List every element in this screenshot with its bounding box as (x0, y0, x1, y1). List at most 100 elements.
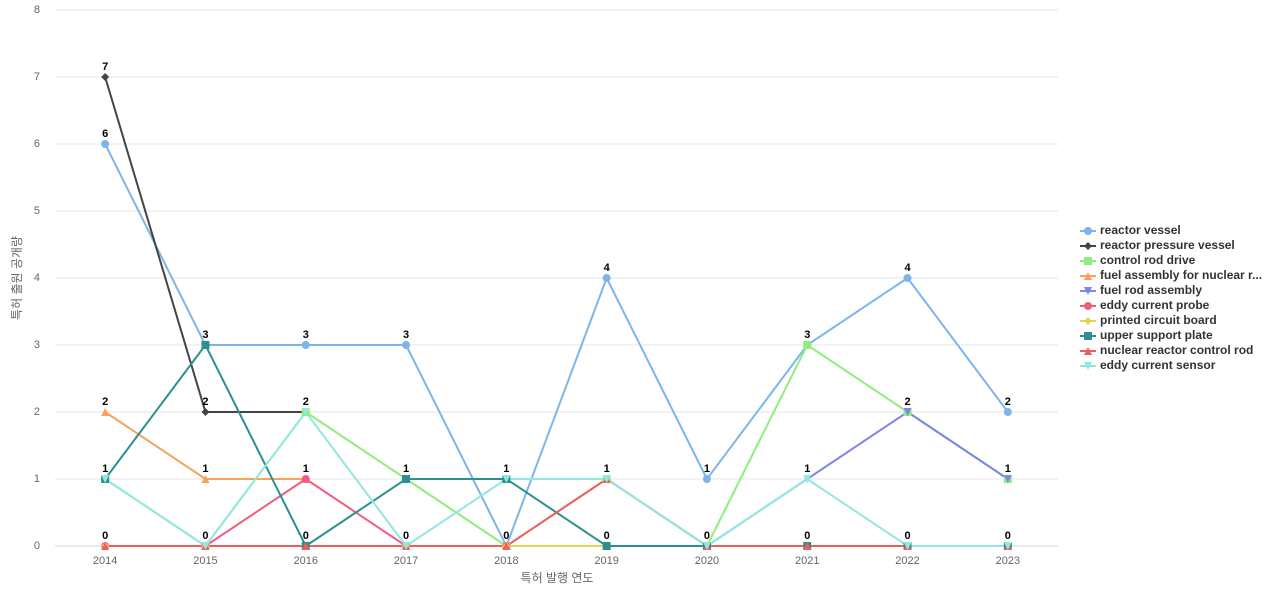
point (903, 408, 912, 416)
data-label: 0 (904, 530, 910, 542)
point (803, 341, 812, 349)
legend-symbol (1084, 362, 1092, 370)
point (402, 341, 411, 349)
point (101, 73, 110, 81)
data-label: 0 (403, 530, 409, 542)
data-label: 2 (102, 396, 108, 408)
series-line (104, 343, 1009, 548)
legend-symbol (1084, 302, 1092, 310)
point (101, 408, 110, 416)
data-label: 3 (303, 329, 309, 341)
legend-item: reactor pressure vessel (1080, 238, 1235, 252)
point (201, 341, 210, 349)
point (402, 475, 411, 483)
data-label: 4 (904, 262, 911, 274)
x-tick-label: 2022 (895, 555, 919, 567)
x-tick-label: 2017 (394, 555, 418, 567)
data-label: 1 (102, 463, 108, 475)
y-tick-label: 2 (34, 406, 40, 418)
point (903, 274, 912, 282)
data-label: 1 (804, 463, 810, 475)
data-label: 2 (202, 396, 208, 408)
point (101, 140, 110, 148)
legend-label: printed circuit board (1100, 313, 1217, 327)
legend-item: eddy current probe (1080, 298, 1210, 312)
legend-item: printed circuit board (1080, 313, 1217, 327)
y-tick-label: 1 (34, 473, 40, 485)
point (101, 542, 110, 550)
data-label: 6 (102, 128, 108, 140)
x-tick-label: 2018 (494, 555, 518, 567)
series-line (104, 410, 1008, 548)
y-tick-label: 3 (34, 339, 40, 351)
x-tick-label: 2021 (795, 555, 819, 567)
point (301, 542, 310, 550)
data-label: 1 (202, 463, 208, 475)
data-label: 3 (804, 329, 810, 341)
x-tick-label: 2023 (996, 555, 1020, 567)
data-label: 0 (503, 530, 509, 542)
y-tick-label: 6 (34, 138, 40, 150)
point (201, 542, 210, 550)
data-label: 0 (303, 530, 309, 542)
legend-label: control rod drive (1100, 253, 1196, 267)
data-label: 1 (704, 463, 710, 475)
legend-symbol (1084, 287, 1092, 295)
point (1003, 542, 1012, 550)
legend-item: fuel rod assembly (1080, 283, 1202, 297)
legend-label: fuel rod assembly (1100, 283, 1202, 297)
x-axis-title: 특허 발행 연도 (521, 570, 594, 585)
data-label: 2 (904, 396, 910, 408)
y-tick-label: 5 (34, 205, 40, 217)
legend-item: control rod drive (1080, 253, 1196, 267)
data-label: 1 (604, 463, 610, 475)
y-tick-label: 4 (34, 272, 40, 284)
y-tick-label: 0 (34, 540, 40, 552)
point (803, 542, 812, 550)
legend-item: fuel assembly for nuclear r... (1080, 268, 1262, 282)
data-label: 1 (503, 463, 509, 475)
series-line (104, 143, 1009, 549)
point (702, 475, 711, 483)
data-label: 1 (1005, 463, 1011, 475)
data-label: 1 (303, 463, 309, 475)
legend-symbol (1084, 257, 1092, 265)
data-label: 7 (102, 61, 108, 73)
legend-symbol (1084, 227, 1092, 235)
point (301, 341, 310, 349)
x-tick-label: 2020 (695, 555, 719, 567)
data-label: 0 (704, 530, 710, 542)
point (301, 408, 310, 416)
legend-label: eddy current probe (1100, 298, 1210, 312)
legend-label: reactor pressure vessel (1100, 238, 1235, 252)
point (702, 542, 711, 550)
point (201, 475, 210, 483)
data-label: 3 (202, 329, 208, 341)
point (602, 274, 611, 282)
legend-label: nuclear reactor control rod (1100, 343, 1253, 357)
legend-item: nuclear reactor control rod (1080, 343, 1253, 357)
point (903, 542, 912, 550)
series-line (104, 76, 306, 413)
data-label: 0 (604, 530, 610, 542)
legend-item: eddy current sensor (1080, 358, 1216, 372)
legend-symbol (1084, 317, 1092, 325)
point (602, 542, 611, 550)
legend-label: fuel assembly for nuclear r... (1100, 268, 1262, 282)
x-tick-label: 2016 (294, 555, 318, 567)
point (101, 475, 110, 483)
data-label: 4 (604, 262, 611, 274)
data-label: 0 (202, 530, 208, 542)
legend-label: reactor vessel (1100, 223, 1181, 237)
legend-item: reactor vessel (1080, 223, 1181, 237)
series-line (105, 477, 1008, 547)
data-label: 3 (403, 329, 409, 341)
data-label: 2 (1005, 396, 1011, 408)
point (502, 542, 511, 550)
x-tick-label: 2014 (93, 555, 117, 567)
point (1003, 475, 1012, 483)
x-tick-label: 2019 (594, 555, 618, 567)
y-axis-title: 특허 출원 공개량 (10, 236, 24, 320)
point (602, 475, 611, 483)
